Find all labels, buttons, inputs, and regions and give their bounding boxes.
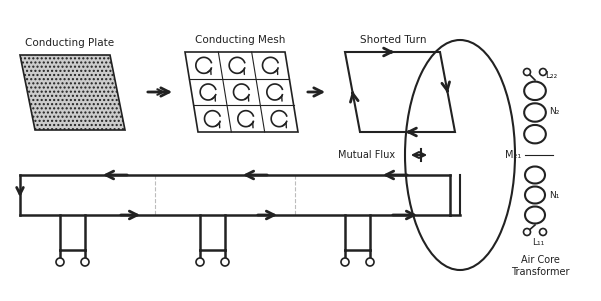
Circle shape [56, 258, 64, 266]
Text: L₁₁: L₁₁ [532, 238, 544, 247]
Text: N₁: N₁ [549, 191, 560, 200]
Circle shape [221, 258, 229, 266]
Circle shape [81, 258, 89, 266]
Circle shape [196, 258, 204, 266]
Polygon shape [185, 52, 298, 132]
Text: Air Core
Transformer: Air Core Transformer [511, 255, 569, 277]
Text: Shorted Turn: Shorted Turn [360, 35, 426, 45]
Text: Conducting Plate: Conducting Plate [25, 38, 115, 48]
Text: L₂₂: L₂₂ [545, 70, 557, 79]
Polygon shape [20, 55, 125, 130]
Circle shape [523, 69, 531, 76]
Text: N₂: N₂ [549, 107, 560, 116]
Text: Conducting Mesh: Conducting Mesh [195, 35, 285, 45]
Circle shape [540, 69, 546, 76]
Circle shape [523, 228, 531, 235]
Text: Mutual Flux: Mutual Flux [338, 150, 395, 160]
Polygon shape [345, 52, 455, 132]
Circle shape [540, 228, 546, 235]
Circle shape [366, 258, 374, 266]
Text: M₂₁: M₂₁ [505, 150, 521, 160]
Circle shape [341, 258, 349, 266]
